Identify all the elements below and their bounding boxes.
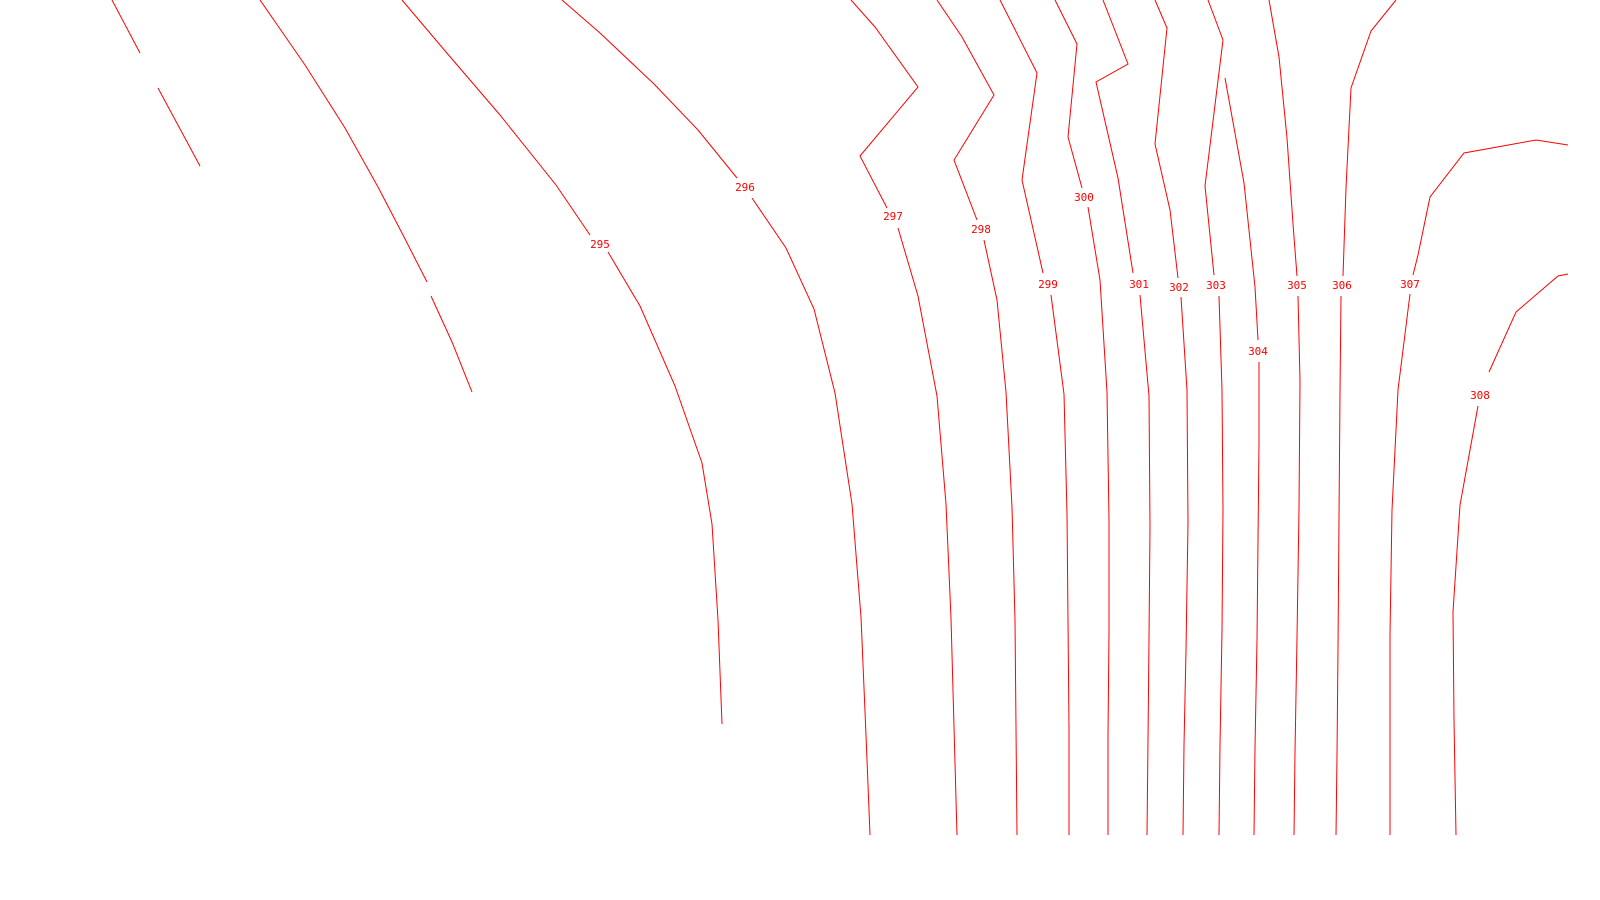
contour-line-296-seg1: [561, 0, 738, 179]
contour-lines: [111, 0, 1569, 836]
contour-line-296-seg2: [751, 197, 871, 836]
contour-line-306-seg1: [1342, 0, 1397, 277]
contour-line-301-seg2: [1139, 294, 1151, 836]
contour-label-306: 306: [1332, 279, 1352, 292]
contour-line-304-seg1: [1224, 77, 1259, 341]
contour-line-308-seg1: [1488, 273, 1569, 373]
contour-label-300: 300: [1074, 191, 1094, 204]
contour-label-303: 303: [1206, 279, 1226, 292]
contour-line-302-seg1: [1154, 0, 1179, 279]
contour-line-303-seg1: [1204, 0, 1224, 276]
contour-line-298-seg2: [983, 239, 1018, 836]
contour-label-299: 299: [1038, 278, 1058, 291]
contour-line-304-seg2: [1253, 362, 1260, 836]
contour-line-294-seg1: [259, 0, 428, 283]
contour-label-301: 301: [1129, 278, 1149, 291]
contour-line-307-seg1: [1412, 139, 1569, 276]
contour-line-305-seg2: [1293, 295, 1301, 836]
contour-line-297-seg1: [850, 0, 919, 209]
contour-label-304: 304: [1248, 345, 1268, 358]
contour-line-293-seg2: [157, 87, 201, 167]
contour-labels: 295 296 297 298 299 300 301 302 303 304 305 306 307 3…: [590, 181, 1490, 402]
contour-line-300-seg2: [1087, 206, 1110, 835]
contour-line-308-seg2: [1452, 405, 1479, 836]
contour-label-308: 308: [1470, 389, 1490, 402]
contour-label-307: 307: [1400, 278, 1420, 291]
contour-line-299-seg2: [1050, 294, 1070, 835]
contour-line-307-seg2: [1389, 293, 1411, 835]
contour-line-302-seg2: [1180, 296, 1189, 836]
contour-line-295-seg1: [401, 0, 591, 236]
contour-line-298-seg1: [936, 0, 995, 221]
contour-line-295-seg2: [607, 251, 723, 725]
contour-label-298: 298: [971, 223, 991, 236]
contour-label-296: 296: [735, 181, 755, 194]
contour-line-294-seg2: [430, 295, 473, 393]
contour-line-300-seg1: [1054, 0, 1083, 189]
contour-label-305: 305: [1287, 279, 1307, 292]
contour-line-293-seg1: [111, 0, 141, 54]
contour-line-299-seg1: [999, 0, 1044, 274]
contour-line-306-seg2: [1335, 295, 1342, 836]
contour-line-303-seg2: [1218, 295, 1224, 836]
contour-label-297: 297: [883, 210, 903, 223]
contour-label-295: 295: [590, 238, 610, 251]
contour-line-301-seg1: [1095, 0, 1134, 274]
contour-line-305-seg1: [1268, 0, 1298, 277]
contour-label-302: 302: [1169, 281, 1189, 294]
contour-line-297-seg2: [897, 227, 958, 836]
